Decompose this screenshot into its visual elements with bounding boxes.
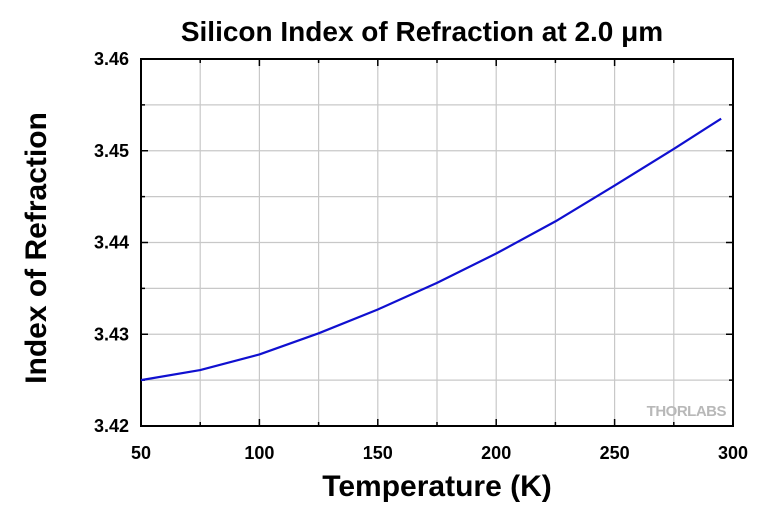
y-tick-labels: 3.42 3.43 3.44 3.45 3.46 [94,49,129,436]
chart-title: Silicon Index of Refraction at 2.0 μm [181,16,663,47]
x-tick-label: 150 [363,443,393,463]
y-tick-label: 3.46 [94,49,129,69]
y-tick-label: 3.44 [94,233,129,253]
series-line [140,117,722,382]
y-tick-label: 3.43 [94,324,129,344]
y-axis-title: Index of Refraction [20,112,53,384]
thorlabs-logo: THORLABS [647,403,727,420]
x-tick-label: 300 [718,443,748,463]
y-tick-label: 3.42 [94,416,129,436]
x-tick-label: 50 [131,443,151,463]
x-axis-title: Temperature (K) [322,470,551,503]
x-tick-label: 250 [600,443,630,463]
x-tick-labels: 50 100 150 200 250 300 [131,443,748,463]
plot-frame [140,58,734,427]
y-tick-label: 3.45 [94,141,129,161]
x-tick-label: 100 [244,443,274,463]
series-group [140,117,722,382]
grid [141,59,733,426]
x-tick-label: 200 [481,443,511,463]
